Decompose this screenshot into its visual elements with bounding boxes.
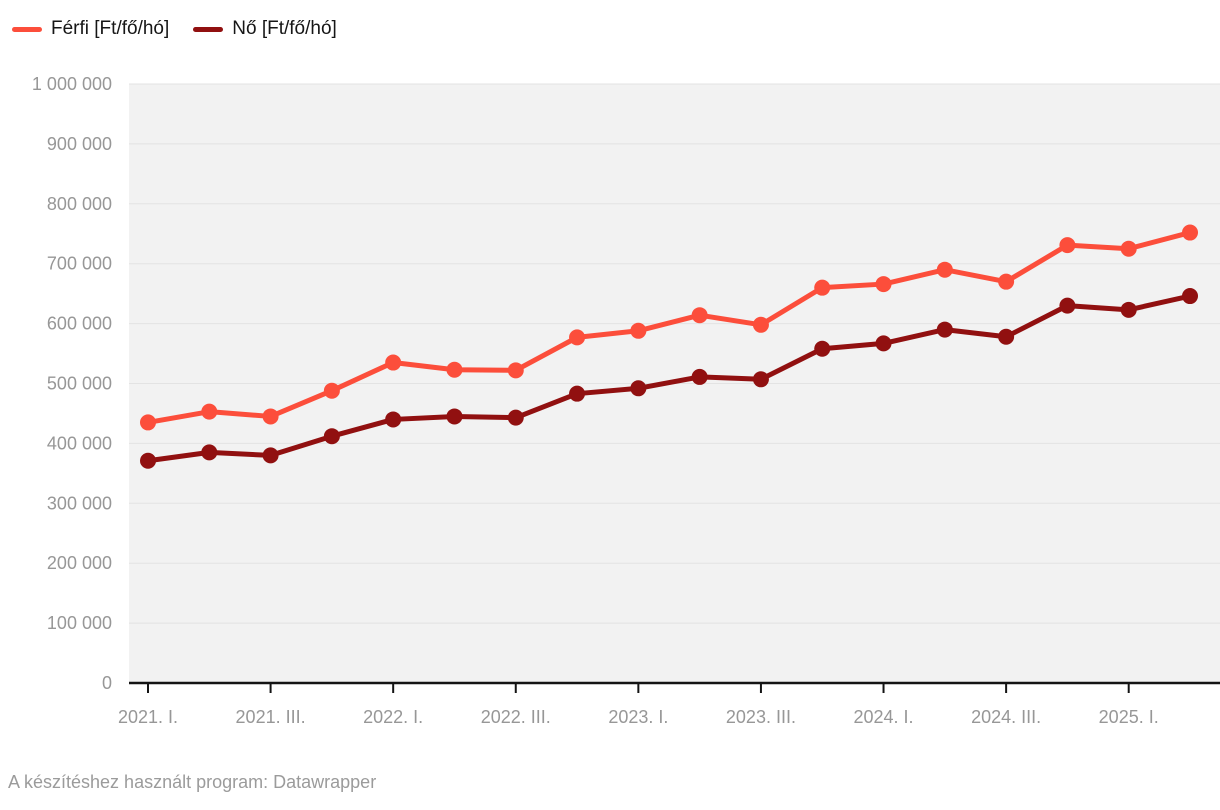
data-point-no — [201, 444, 218, 461]
data-point-no — [752, 371, 769, 388]
series-line-no — [145, 293, 1193, 464]
data-point-no — [691, 368, 708, 385]
ferfi-line-swatch — [12, 26, 42, 32]
data-point-no — [140, 452, 156, 469]
x-tick-label: 2024. I. — [854, 707, 914, 727]
y-tick-label: 0 — [102, 673, 112, 693]
legend-item-no: Nő [Ft/fő/hó] — [193, 18, 337, 40]
no-line-swatch — [193, 26, 224, 32]
data-point-ferfi — [201, 403, 218, 420]
data-point-ferfi — [1182, 224, 1198, 241]
data-point-no — [814, 340, 831, 357]
x-tick-label: 2023. I. — [608, 707, 668, 727]
data-point-ferfi — [1059, 237, 1076, 254]
legend-label-no: Nő [Ft/fő/hó] — [232, 18, 337, 39]
data-point-no — [569, 385, 586, 402]
data-point-no — [323, 428, 340, 445]
data-point-no — [1059, 297, 1076, 314]
y-tick-label: 800 000 — [47, 194, 112, 214]
y-tick-label: 900 000 — [47, 134, 112, 154]
y-tick-label: 400 000 — [47, 433, 112, 453]
series-line-ferfi — [145, 230, 1193, 425]
x-tick-label: 2021. III. — [236, 707, 306, 727]
data-point-no — [936, 321, 953, 338]
x-tick-label: 2024. III. — [971, 707, 1041, 727]
chart-legend: Férfi [Ft/fő/hó] Nő [Ft/fő/hó] — [12, 18, 337, 40]
y-tick-label: 700 000 — [47, 254, 112, 274]
data-point-no — [262, 447, 279, 464]
y-tick-label: 500 000 — [47, 374, 112, 394]
data-point-ferfi — [936, 261, 953, 278]
data-point-ferfi — [507, 362, 524, 379]
data-point-ferfi — [323, 382, 340, 399]
data-point-no — [507, 409, 524, 426]
x-tick-label: 2021. I. — [118, 707, 178, 727]
data-point-ferfi — [140, 414, 156, 431]
data-point-ferfi — [691, 307, 708, 324]
y-tick-label: 200 000 — [47, 553, 112, 573]
data-point-ferfi — [1120, 240, 1137, 257]
data-point-ferfi — [385, 354, 402, 371]
x-tick-label: 2025. I. — [1099, 707, 1159, 727]
x-tick-label: 2022. III. — [481, 707, 551, 727]
data-point-no — [1182, 288, 1198, 305]
data-point-no — [998, 328, 1015, 345]
data-point-ferfi — [752, 316, 769, 333]
data-point-ferfi — [814, 279, 831, 296]
data-point-ferfi — [630, 322, 647, 339]
attribution: A készítéshez használt program: Datawrap… — [8, 772, 377, 792]
data-point-no — [385, 411, 402, 428]
x-tick-label: 2022. I. — [363, 707, 423, 727]
data-point-ferfi — [569, 329, 586, 346]
data-point-no — [875, 335, 892, 352]
x-tick-label: 2023. III. — [726, 707, 796, 727]
data-point-no — [446, 408, 463, 425]
legend-item-ferfi: Férfi [Ft/fő/hó] — [12, 18, 169, 40]
data-point-no — [1120, 301, 1137, 318]
data-point-ferfi — [446, 361, 463, 378]
data-point-no — [630, 380, 647, 397]
data-point-ferfi — [998, 273, 1015, 290]
y-tick-label: 600 000 — [47, 314, 112, 334]
y-tick-label: 300 000 — [47, 493, 112, 513]
line-chart: 0 100 000 200 000 300 000 400 000 500 000 600 … — [32, 74, 1220, 727]
y-tick-label: 100 000 — [47, 613, 112, 633]
data-point-ferfi — [875, 276, 892, 293]
y-tick-label: 1 000 000 — [32, 74, 112, 94]
data-point-ferfi — [262, 408, 279, 425]
legend-label-ferfi: Férfi [Ft/fő/hó] — [51, 18, 170, 39]
